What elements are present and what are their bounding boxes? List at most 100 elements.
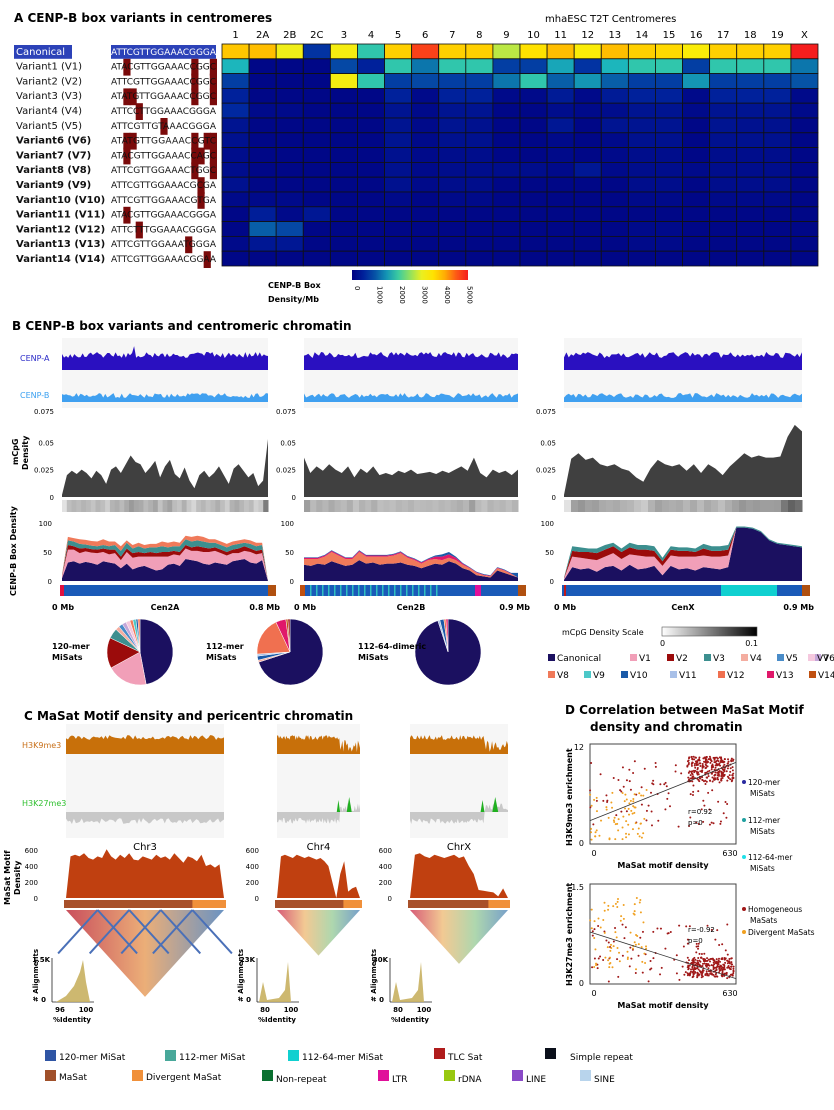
heatmap-cell — [248, 221, 277, 237]
scatter-point — [590, 927, 593, 930]
heatmap-cell — [357, 132, 385, 149]
scatter-point — [609, 949, 612, 952]
heatmap-cell — [329, 191, 358, 208]
scatter-point — [705, 780, 708, 783]
scatter-point — [715, 762, 718, 765]
scatter-point — [704, 761, 707, 764]
heatmap-cell — [465, 206, 494, 223]
legend-swatch-v5 — [777, 654, 784, 661]
heatmap-cell — [411, 43, 440, 60]
scatter-point — [708, 758, 711, 761]
hist-xlabel: %Identity — [53, 1016, 91, 1024]
mcpg-heat-cell — [224, 500, 231, 512]
heatmap-cell — [736, 250, 765, 267]
mcpg-heat-cell — [62, 500, 68, 512]
mutation-marker — [209, 58, 217, 76]
panel-c-title: C MaSat Motif density and pericentric ch… — [24, 709, 353, 723]
mcpg-heat-cell — [359, 500, 366, 512]
mutation-marker — [185, 236, 193, 254]
y-axis-label: H3K27me3 enrichment — [565, 883, 574, 986]
heatmap-cell — [329, 88, 358, 104]
scatter-point — [633, 910, 636, 913]
scatter-point — [713, 768, 716, 771]
column-label: 5 — [395, 30, 401, 41]
column-label: 12 — [581, 30, 594, 41]
mcpg-heat-cell — [571, 500, 579, 512]
scatter-point — [702, 958, 705, 961]
hist-xlabel: %Identity — [391, 1016, 429, 1024]
heatmap-cell — [357, 88, 385, 104]
heatmap-cell — [438, 206, 467, 223]
scatter-point — [597, 917, 600, 920]
heatmap-cell — [221, 132, 250, 149]
scatter-point — [726, 959, 729, 962]
variant-sequence: ATTCGTTGGAAATGGGA — [111, 240, 217, 250]
mcpg-heat-cell — [487, 500, 495, 512]
x-tick: 630 — [722, 849, 737, 858]
scatter-point — [716, 776, 719, 779]
heatmap-cell — [302, 73, 331, 89]
scatter-point — [607, 980, 610, 983]
scatter-point — [713, 777, 716, 780]
mcpg-heat-cell — [739, 500, 747, 512]
scatter-point — [611, 966, 614, 969]
heatmap-cell — [573, 206, 602, 223]
scatter-point — [637, 954, 640, 957]
heatmap-cell — [357, 117, 385, 134]
mcpg-heat-cell — [316, 500, 323, 512]
mcpg-area — [62, 439, 268, 497]
scatter-point — [695, 942, 698, 945]
variant-sequence: ATTCCTTGGAAACGGGA — [111, 107, 217, 117]
scatter-point — [724, 949, 727, 952]
heatmap-cell — [492, 73, 521, 89]
scatter-point — [630, 809, 633, 812]
heatmap-cell — [546, 235, 575, 252]
scatter-point — [603, 909, 606, 912]
mcpg-heat-cell — [229, 500, 235, 512]
scatter-point — [659, 927, 662, 930]
scatter-point — [665, 785, 668, 788]
column-label: 14 — [636, 30, 649, 41]
heatmap-cell — [790, 102, 819, 119]
mutation-marker — [129, 88, 137, 106]
heatmap-cell — [736, 117, 765, 134]
heatmap-cell — [546, 176, 575, 193]
mcpg-heat-cell — [215, 500, 221, 512]
mcpg-area — [304, 457, 518, 497]
dotplot-stripe — [88, 909, 130, 955]
scatter-point — [720, 958, 723, 961]
self-identity-dotplot — [66, 910, 224, 997]
heatmap-cell — [682, 43, 711, 60]
scatter-point — [628, 813, 631, 816]
mcpg-heat-cell — [655, 500, 663, 512]
chromosome-name: ChrX — [447, 842, 471, 853]
mcpg-heat-cell — [718, 500, 726, 512]
heatmap-cell — [329, 132, 358, 149]
cenpa-track-label: CENP-A — [20, 354, 50, 363]
heatmap-cell — [221, 73, 250, 89]
legend-swatch-v2 — [667, 654, 674, 661]
heatmap-cell — [221, 221, 250, 237]
heatmap-cell — [519, 206, 548, 223]
pie-slice-v2 — [287, 618, 291, 653]
centromere-name: Cen2A — [151, 603, 181, 612]
scatter-point — [590, 827, 593, 830]
mcpg-heat-cell — [444, 500, 452, 512]
heatmap-cell — [438, 176, 467, 193]
mcpg-scale-bar — [661, 626, 758, 637]
masat-tick: 0 — [388, 895, 392, 903]
repeat-segment-112mer — [382, 585, 384, 596]
cenpb-signal — [304, 393, 518, 402]
h3k27me3-peaks — [480, 797, 499, 812]
hist-xtick: 100 — [79, 1006, 94, 1014]
scatter-point — [675, 972, 678, 975]
scatter-point — [608, 966, 611, 969]
heatmap-cell — [248, 43, 277, 60]
heatmap-cell — [736, 88, 765, 104]
dotplot-stripe — [160, 909, 202, 955]
legend-label-v7: V7 — [817, 654, 829, 664]
density-tick: 0 — [290, 578, 294, 586]
scatter-point — [643, 952, 646, 955]
scatter-point — [729, 973, 732, 976]
scatter-point — [687, 968, 690, 971]
